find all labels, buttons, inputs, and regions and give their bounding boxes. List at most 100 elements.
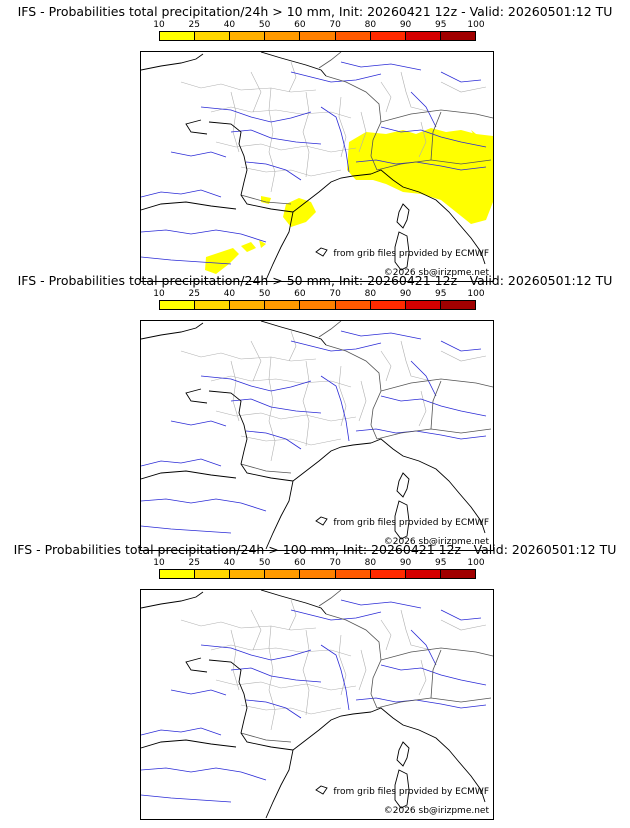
river: [410, 91, 437, 128]
admin-border: [230, 91, 240, 153]
river: [141, 229, 267, 243]
coastline: [141, 201, 237, 211]
colorbar-tick: 90: [399, 558, 412, 568]
river: [290, 340, 382, 352]
admin-border: [400, 609, 432, 651]
country-border: [430, 111, 442, 161]
coastline: [370, 707, 486, 803]
coastline: [315, 785, 328, 795]
coastline: [394, 231, 410, 271]
coastline: [394, 769, 410, 809]
coastline: [185, 119, 208, 135]
colorbar-segment: [335, 301, 371, 309]
river: [320, 375, 350, 442]
river: [380, 664, 487, 686]
colorbar-tick: 80: [364, 289, 377, 299]
river: [440, 71, 482, 83]
admin-border: [358, 111, 367, 153]
country-border: [318, 590, 342, 607]
precip-area: [241, 242, 256, 252]
admin-border: [210, 644, 352, 657]
admin-border: [180, 81, 317, 93]
colorbar-tick: 90: [399, 289, 412, 299]
coastline: [260, 590, 327, 615]
admin-border: [302, 629, 310, 716]
river: [170, 689, 227, 696]
admin-border: [268, 356, 276, 462]
colorbar-tick: 80: [364, 558, 377, 568]
admin-border: [338, 634, 347, 696]
river: [141, 256, 232, 265]
admin-border: [250, 609, 262, 651]
colorbar-segment: [195, 32, 231, 40]
coastline: [141, 739, 237, 749]
admin-border: [180, 350, 317, 362]
admin-border: [210, 375, 352, 388]
river: [290, 71, 382, 83]
river: [170, 151, 227, 158]
colorbar-tick: 60: [294, 558, 306, 568]
colorbar-tick: 50: [258, 289, 271, 299]
admin-border: [215, 141, 357, 153]
colorbar-tick: 95: [435, 289, 447, 299]
coastline: [396, 741, 410, 767]
colorbar-segment: [440, 32, 475, 40]
river: [440, 340, 482, 352]
coastline: [141, 53, 204, 71]
admin-border: [250, 340, 262, 382]
river: [440, 609, 482, 621]
admin-border: [230, 360, 240, 422]
colorbar-tick: 80: [364, 20, 377, 30]
river: [380, 395, 487, 417]
river: [200, 106, 312, 123]
river: [340, 61, 422, 71]
country-border: [430, 380, 442, 430]
country-border: [318, 52, 342, 69]
coastline: [394, 500, 410, 540]
map-svg: [141, 321, 493, 550]
river: [245, 699, 302, 719]
river: [170, 420, 227, 427]
colorbar-tick: 70: [329, 20, 341, 30]
colorbar-segment: [300, 32, 336, 40]
river: [410, 629, 437, 666]
map-frame: from grib files provided by ECMWF ©2026 …: [140, 589, 494, 820]
coastline: [292, 442, 372, 482]
coastline: [292, 173, 372, 213]
map-svg: [141, 590, 493, 819]
admin-border: [230, 629, 240, 691]
map-svg: [141, 52, 493, 281]
colorbar-ticks: 10 25 40 50 60 70 80 90 95 100: [153, 20, 484, 30]
river: [141, 458, 222, 467]
river: [230, 398, 322, 414]
admin-border: [288, 61, 297, 93]
colorbar-segment: [230, 32, 266, 40]
coastline: [292, 711, 372, 751]
river: [141, 794, 232, 803]
admin-border: [215, 410, 357, 422]
colorbar-segment: [300, 570, 336, 578]
precip-area: [261, 196, 271, 204]
country-border: [380, 647, 493, 661]
precip-area: [347, 128, 493, 224]
river: [320, 644, 350, 711]
coastline: [370, 169, 486, 265]
river: [290, 609, 382, 621]
country-border: [240, 463, 292, 474]
admin-border: [380, 81, 392, 113]
panel-title: IFS - Probabilities total precipitation/…: [13, 542, 617, 557]
admin-border: [358, 649, 367, 691]
coastline: [185, 388, 208, 404]
colorbar-segment: [335, 570, 371, 578]
river: [141, 498, 267, 512]
colorbar-tick: 40: [223, 20, 236, 30]
colorbar-segment: [370, 570, 406, 578]
admin-border: [440, 619, 487, 631]
admin-border: [302, 91, 310, 178]
river: [141, 727, 222, 736]
admin-border: [440, 81, 487, 93]
colorbar-tick: 60: [294, 20, 306, 30]
river: [230, 667, 322, 683]
country-border: [318, 321, 342, 338]
admin-border: [338, 96, 347, 158]
